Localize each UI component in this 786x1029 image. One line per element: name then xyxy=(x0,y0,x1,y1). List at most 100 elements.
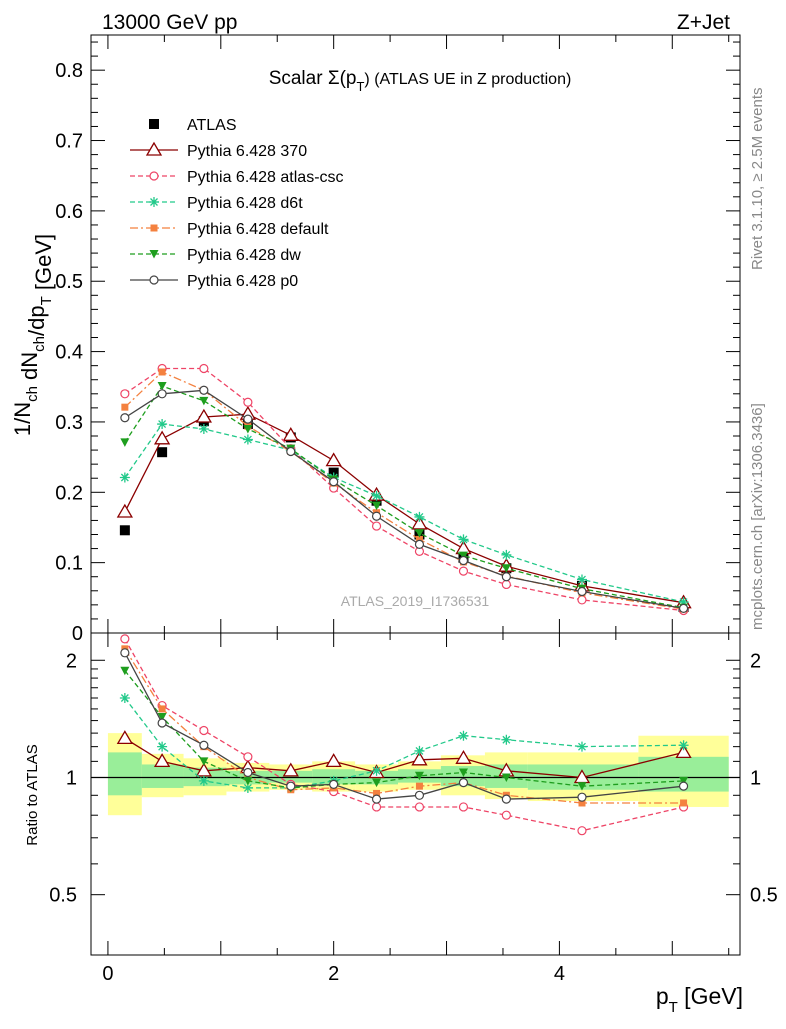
ratio-point xyxy=(157,718,167,728)
ratio-point xyxy=(195,762,213,777)
ratio-point xyxy=(680,799,688,807)
main-panel: 00.10.20.30.40.50.60.70.8 1/Nch dNch/dpT… xyxy=(10,34,741,645)
side-label-rivet: Rivet 3.1.10, ≥ 2.5M events xyxy=(749,88,766,271)
ratio-point xyxy=(325,753,342,768)
data-point xyxy=(372,501,382,511)
ratio-point xyxy=(372,778,382,788)
main-y-axis-label-part: 1/N xyxy=(10,402,35,436)
ratio-point xyxy=(282,762,299,777)
ratio-line xyxy=(124,652,684,800)
series-line-pythia-6-428-default xyxy=(124,371,684,610)
ratio-point xyxy=(371,802,382,812)
data-point xyxy=(119,525,130,536)
main-y-axis-label-part: ch xyxy=(24,386,41,402)
data-point xyxy=(329,477,339,487)
main-title-main: Scalar Σ(p xyxy=(269,68,357,89)
legend-marker xyxy=(150,224,158,232)
ratio-y-tick-label-right: 1 xyxy=(750,767,761,789)
ratio-point xyxy=(678,781,689,791)
legend-item-pythia-6-428-370: Pythia 6.428 370 xyxy=(130,141,307,160)
ratio-point xyxy=(501,734,512,745)
ratio-point xyxy=(199,757,209,766)
data-point xyxy=(577,586,587,597)
main-y-tick-label: 0.4 xyxy=(55,342,83,364)
uncertainty-band-green xyxy=(141,764,184,788)
ratio-panel-frame xyxy=(90,632,741,956)
data-point xyxy=(501,549,512,560)
ratio-point xyxy=(414,802,425,812)
x-tick-label: 4 xyxy=(554,963,565,985)
main-y-axis-label-part: /dp xyxy=(24,305,49,336)
data-point xyxy=(119,472,130,483)
main-title: Scalar Σ(pT) (ATLAS UE in Z production) xyxy=(269,68,572,94)
ratio-line xyxy=(124,697,684,789)
legend-marker xyxy=(149,119,159,129)
data-point xyxy=(243,424,253,434)
series-pythia-6-428-370 xyxy=(116,405,692,609)
ratio-point xyxy=(415,782,423,790)
data-point xyxy=(458,555,469,566)
data-point xyxy=(198,423,209,434)
data-point xyxy=(577,595,587,605)
data-point xyxy=(199,396,209,406)
ratio-y-tick-label-right: 0.5 xyxy=(750,885,778,907)
side-label-mcplots: mcplots.cern.ch [arXiv:1306.3436] xyxy=(749,403,766,630)
ratio-point xyxy=(120,648,130,658)
data-point xyxy=(414,539,425,549)
series-pythia-6-428-p0 xyxy=(120,385,689,613)
ratio-y-tick-label: 2 xyxy=(66,650,77,672)
data-point xyxy=(157,389,167,399)
ratio-series-pythia-6-428-atlas-csc xyxy=(120,634,689,836)
ratio-point xyxy=(158,705,166,713)
ratio-point xyxy=(286,781,296,791)
data-point xyxy=(157,419,168,430)
ratio-point xyxy=(414,771,424,781)
ratio-point xyxy=(458,778,469,788)
uncertainty-band-green xyxy=(440,766,485,787)
data-point xyxy=(243,414,253,424)
legend-item-pythia-6-428-d6t: Pythia 6.428 d6t xyxy=(130,195,303,212)
main-y-axis-label-text: 1/Nch dNch/dpT [GeV] xyxy=(10,234,56,436)
legend-marker xyxy=(149,275,159,285)
main-y-axis: 0 0.1 0.2 0.3 0.4 0.5 0.6 0.7 0.8 xyxy=(55,35,740,645)
ratio-point xyxy=(458,768,468,777)
x-axis-label-sub: T xyxy=(669,999,678,1016)
data-point xyxy=(242,434,253,445)
data-point xyxy=(199,363,209,374)
legend-item-pythia-6-428-atlas-csc: Pythia 6.428 atlas-csc xyxy=(130,169,344,186)
data-point xyxy=(678,597,689,608)
x-tick-label: 0 xyxy=(102,963,113,985)
legend-item-pythia-6-428-p0: Pythia 6.428 p0 xyxy=(130,273,298,290)
main-y-tick-label: 0.7 xyxy=(55,131,83,153)
data-point xyxy=(325,452,342,467)
ratio-point xyxy=(153,753,171,768)
main-y-axis-label-part: dN xyxy=(17,352,42,386)
ratio-point xyxy=(329,779,339,789)
ratio-point xyxy=(243,752,253,762)
data-point xyxy=(153,430,171,445)
ratio-point xyxy=(157,741,168,752)
data-point xyxy=(243,397,253,407)
main-y-axis-label-part: T xyxy=(38,296,55,305)
ratio-line xyxy=(124,670,684,789)
header-left: 13000 GeV pp xyxy=(102,11,237,34)
ratio-series-pythia-6-428-p0 xyxy=(120,648,689,804)
data-point xyxy=(157,382,167,391)
main-y-tick-label: 0.8 xyxy=(55,60,83,82)
ratio-point xyxy=(120,666,130,676)
ratio-point xyxy=(578,799,586,807)
main-y-axis-label-part: ch xyxy=(31,336,48,352)
series-pythia-6-428-atlas-csc xyxy=(120,363,689,616)
watermark: ATLAS_2019_I1736531 xyxy=(341,593,490,609)
ratio-point xyxy=(414,790,425,800)
ratio-point xyxy=(458,802,469,812)
data-point xyxy=(158,368,166,376)
data-point xyxy=(576,574,587,585)
ratio-y-label: Ratio to ATLAS xyxy=(24,744,41,845)
x-axis-label-main: p xyxy=(656,983,669,1009)
ratio-point xyxy=(675,744,692,759)
data-point xyxy=(414,529,424,538)
data-point xyxy=(371,511,382,521)
data-point xyxy=(120,413,130,423)
